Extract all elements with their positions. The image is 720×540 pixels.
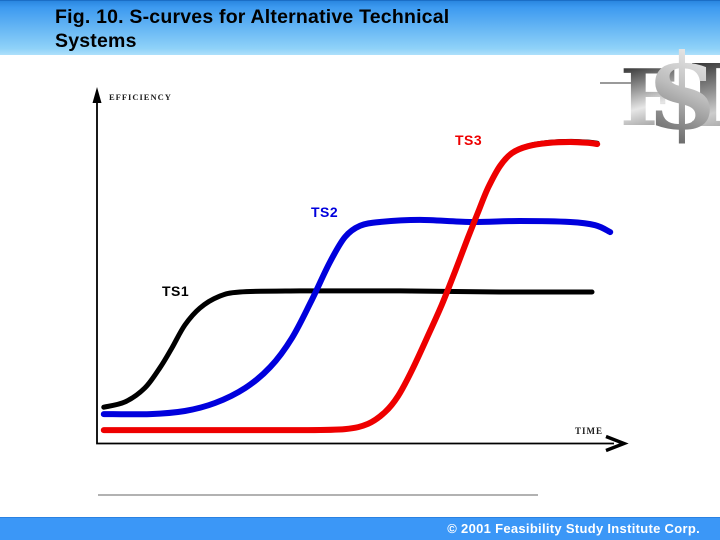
curve-ts1 — [101, 288, 595, 410]
logo-letter-dollar: $ — [646, 30, 719, 153]
axes-lines — [96, 96, 614, 445]
separator-line — [98, 494, 538, 496]
y-axis-label: EFFICIENCY — [109, 92, 172, 102]
curve-label-ts3: TS3 — [455, 132, 483, 148]
logo-tick-line — [600, 82, 631, 84]
curve-label-ts2: TS2 — [311, 204, 339, 220]
curve-layer — [100, 138, 614, 434]
x-axis-label: TIME — [575, 426, 604, 436]
curve-ts2 — [100, 216, 614, 418]
curve-ts3 — [100, 139, 601, 434]
header-bar: Fig. 10. S-curves for Alternative Techni… — [0, 0, 720, 55]
footer-bar: © 2001 Feasibility Study Institute Corp. — [0, 517, 720, 540]
copyright-text: © 2001 Feasibility Study Institute Corp. — [447, 521, 700, 536]
logo-letter-i: I — [688, 54, 720, 140]
logo-letter-f: F — [620, 60, 675, 138]
fsi-logo: F I $ — [620, 40, 720, 144]
y-axis-arrowhead — [92, 87, 102, 103]
page-title: Fig. 10. S-curves for Alternative Techni… — [55, 6, 450, 52]
curve-label-ts1: TS1 — [162, 283, 190, 299]
x-axis-arrowhead — [605, 434, 629, 453]
